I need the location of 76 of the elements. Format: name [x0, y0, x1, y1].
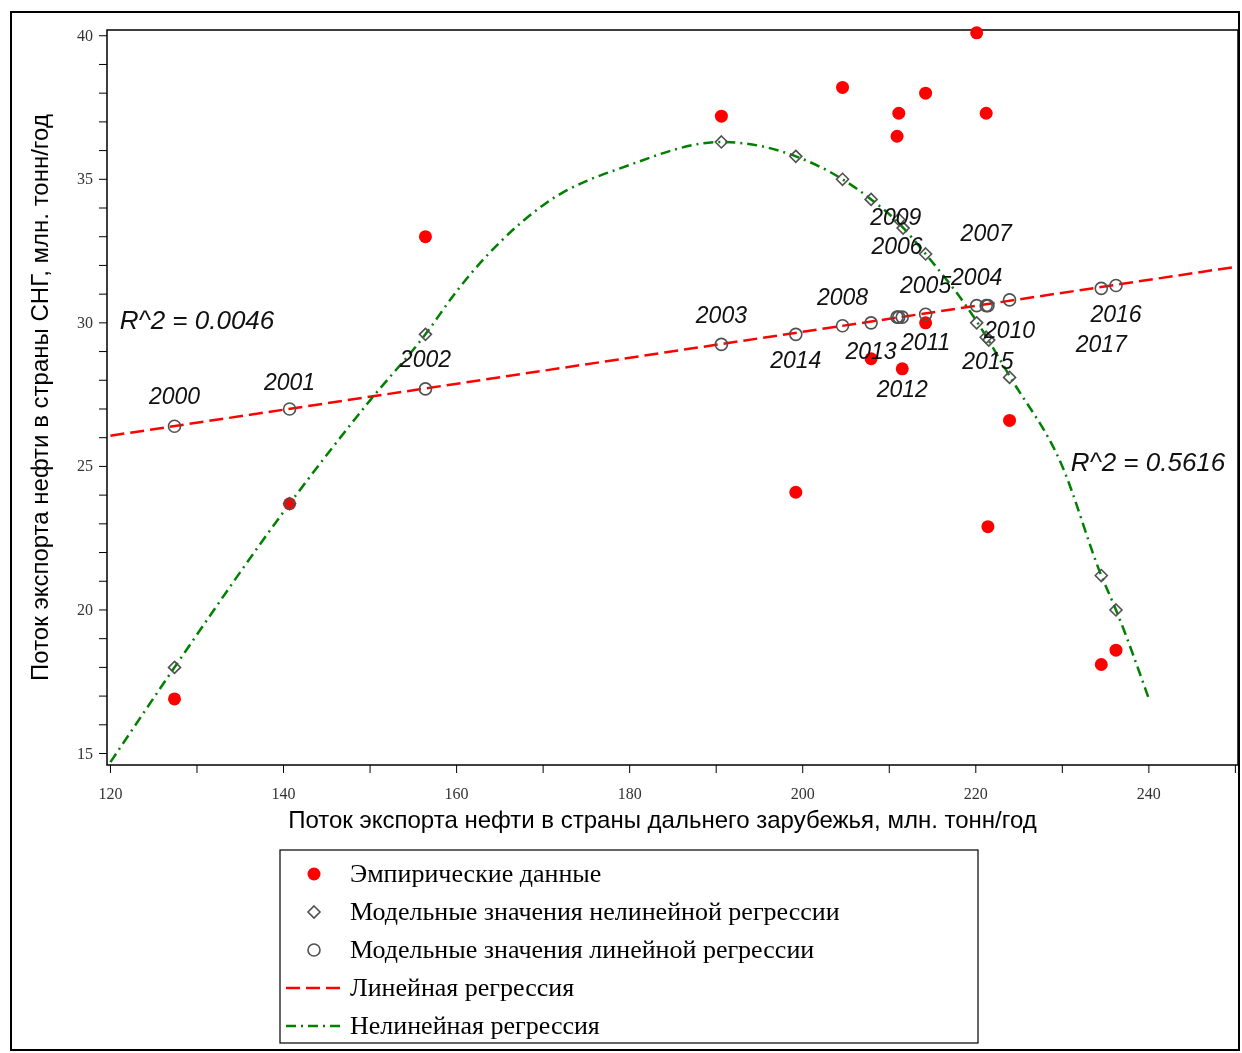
x-tick-label: 160 — [444, 785, 469, 802]
point — [890, 129, 904, 143]
x-tick-label: 220 — [963, 785, 988, 802]
point — [789, 327, 803, 342]
point — [1002, 370, 1017, 385]
point — [167, 660, 182, 675]
point — [714, 135, 729, 149]
y-tick-label: 35 — [77, 170, 93, 188]
point — [969, 298, 984, 313]
annotation: 2014 — [769, 347, 822, 374]
point — [970, 26, 984, 40]
point — [418, 230, 432, 244]
point — [919, 86, 933, 100]
x-tick-label: 120 — [98, 785, 123, 802]
annotation: 2005 — [899, 272, 952, 299]
point — [895, 310, 910, 324]
y-tick-label: 30 — [77, 313, 93, 331]
point — [864, 192, 878, 207]
annotation: 2012 — [875, 376, 929, 403]
annotation: 2015 — [961, 347, 1014, 374]
annotation: 2002 — [398, 345, 452, 372]
annotation: 2004 — [950, 263, 1003, 290]
point — [1002, 293, 1017, 307]
y-tick-label: 20 — [77, 600, 93, 618]
point — [836, 80, 850, 94]
annotation: 2007 — [959, 219, 1013, 246]
x-axis-title: Поток экспорта нефти в страны дальнего зарубежья, млн. тонн/год — [288, 806, 1037, 833]
legend-label: Линейная регрессия — [350, 973, 575, 1002]
x-tick-label: 240 — [1136, 785, 1161, 802]
point — [918, 307, 933, 322]
point — [895, 362, 909, 376]
point — [1003, 413, 1017, 427]
point — [864, 316, 878, 330]
annotation: 2011 — [899, 329, 951, 356]
annotation: 2003 — [694, 302, 748, 329]
point — [835, 172, 850, 187]
x-tick-label: 140 — [271, 785, 296, 802]
point — [418, 327, 433, 342]
legend-label: Модельные значения нелинейной регрессии — [350, 897, 840, 926]
point — [714, 337, 729, 352]
point — [168, 692, 181, 706]
point — [714, 109, 728, 123]
point — [418, 382, 433, 396]
legend-label: Эмпирические данные — [350, 859, 602, 888]
x-tick-label: 200 — [790, 785, 815, 802]
annotation: 2016 — [1089, 300, 1142, 327]
point — [1109, 603, 1123, 617]
point — [1094, 568, 1109, 583]
point — [892, 106, 906, 120]
point — [1109, 643, 1123, 657]
point — [1094, 658, 1108, 672]
point — [1094, 281, 1109, 296]
y-tick-label: 40 — [77, 26, 93, 44]
point — [1109, 278, 1123, 293]
annotation: 2013 — [844, 337, 897, 364]
legend-label: Модельные значения линейной регрессии — [350, 935, 815, 964]
point — [789, 149, 803, 164]
point — [979, 106, 993, 120]
annotation: 2001 — [263, 368, 316, 395]
annotation: 2000 — [147, 383, 201, 410]
y-axis-title: Поток экспорта нефти в страны СНГ, млн. тонн/год — [26, 114, 53, 681]
point — [981, 520, 995, 534]
y-tick-label: 25 — [77, 457, 93, 475]
legend-label: Нелинейная регрессия — [350, 1011, 600, 1040]
point — [167, 419, 182, 434]
point — [969, 316, 984, 330]
y-tick-label: 15 — [77, 744, 93, 762]
annotation: R^2 = 0.0046 — [119, 305, 275, 335]
annotation: 2008 — [815, 283, 869, 310]
point — [835, 318, 850, 333]
point — [789, 485, 803, 499]
x-tick-label: 180 — [617, 785, 642, 802]
annotation: 2010 — [982, 316, 1036, 343]
point — [282, 402, 297, 416]
annotation: 2017 — [1074, 331, 1129, 358]
annotation: R^2 = 0.5616 — [1070, 447, 1226, 477]
